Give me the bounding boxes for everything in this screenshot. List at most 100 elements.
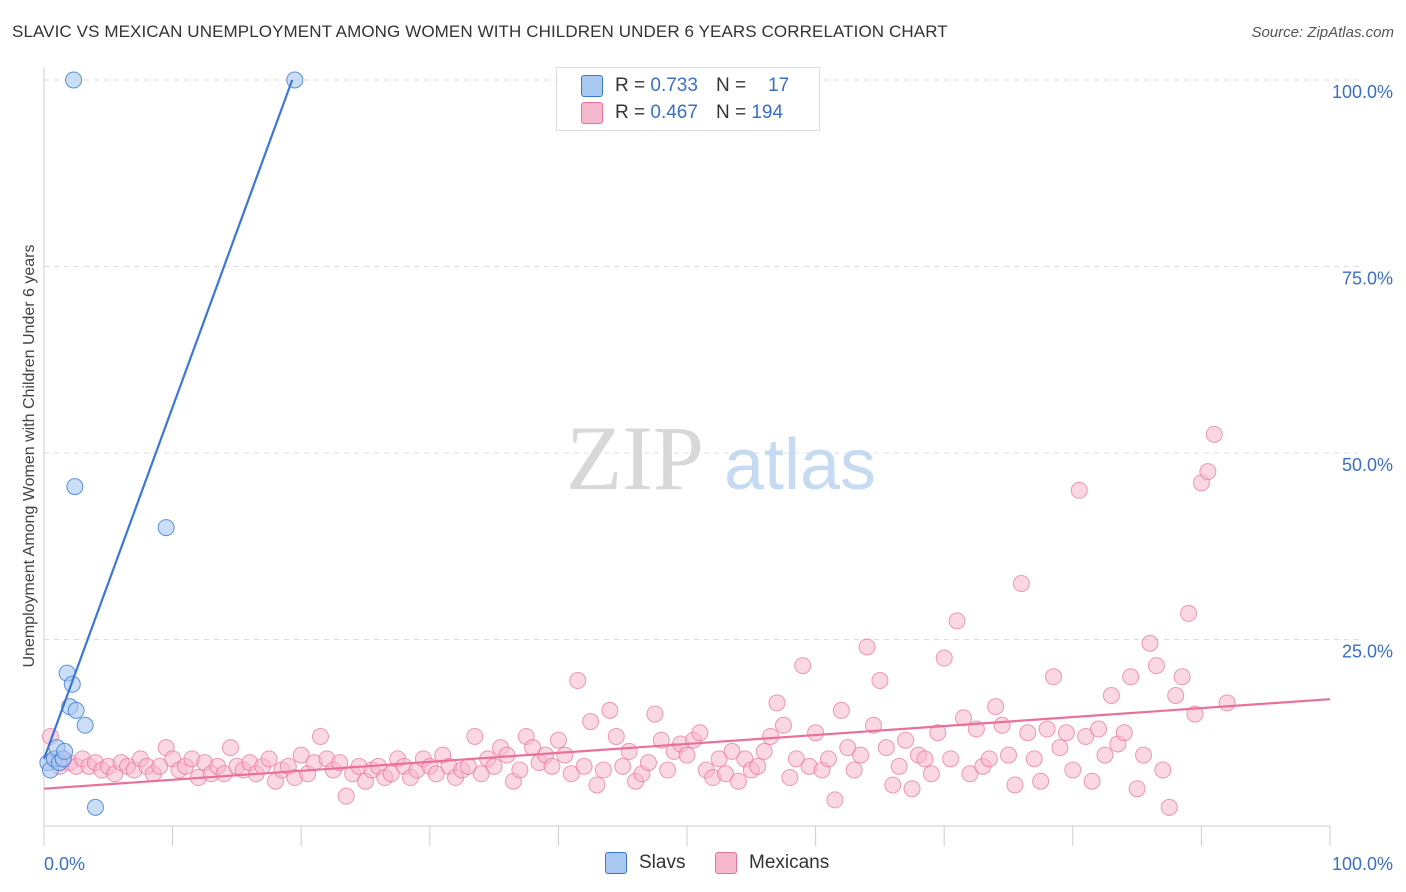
legend-r-value: 0.467 xyxy=(650,102,698,123)
data-point-slavs xyxy=(76,716,94,734)
data-point-mexicans xyxy=(755,742,773,760)
x-tick-label: 100.0% xyxy=(1332,854,1393,874)
data-point-mexicans xyxy=(292,746,310,764)
stats-legend: R = 0.733 N = 17 R = 0.467 N = 194 xyxy=(556,67,820,131)
legend-row-mexicans: R = 0.467 N = 194 xyxy=(581,100,783,126)
data-point-mexicans xyxy=(215,765,233,783)
series-slavs xyxy=(39,71,304,816)
data-point-mexicans xyxy=(903,780,921,798)
data-point-mexicans xyxy=(961,765,979,783)
data-point-mexicans xyxy=(890,757,908,775)
data-point-mexicans xyxy=(1051,739,1069,757)
data-point-mexicans xyxy=(916,750,934,768)
data-point-mexicans xyxy=(543,757,561,775)
data-point-mexicans xyxy=(1064,761,1082,779)
chart-title: SLAVIC VS MEXICAN UNEMPLOYMENT AMONG WOM… xyxy=(12,22,948,41)
data-point-mexicans xyxy=(607,727,625,745)
grid-lines xyxy=(44,79,1360,640)
trend-lines xyxy=(42,79,1331,790)
data-point-mexicans xyxy=(1135,746,1153,764)
data-point-mexicans xyxy=(646,705,664,723)
bottom-legend-mexicans[interactable]: Mexicans xyxy=(715,852,829,874)
data-point-mexicans xyxy=(852,746,870,764)
data-point-mexicans xyxy=(781,769,799,787)
bottom-legend-label: Mexicans xyxy=(749,852,830,873)
data-point-mexicans xyxy=(1154,761,1172,779)
data-point-mexicans xyxy=(659,761,677,779)
data-point-slavs xyxy=(67,701,85,719)
x-tick-label: 0.0% xyxy=(44,854,85,874)
data-point-mexicans xyxy=(594,761,612,779)
data-point-mexicans xyxy=(549,731,567,749)
data-point-mexicans xyxy=(1141,634,1159,652)
data-point-mexicans xyxy=(569,672,587,690)
data-point-mexicans xyxy=(993,716,1011,734)
data-point-mexicans xyxy=(1199,463,1217,481)
bottom-legend: Slavs Mexicans xyxy=(0,852,1406,878)
data-point-mexicans xyxy=(1173,668,1191,686)
data-point-mexicans xyxy=(819,750,837,768)
data-point-mexicans xyxy=(864,716,882,734)
data-point-mexicans xyxy=(472,765,490,783)
data-point-mexicans xyxy=(260,750,278,768)
data-point-mexicans xyxy=(1025,750,1043,768)
data-point-mexicans xyxy=(337,787,355,805)
legend-n-label: N = xyxy=(715,102,747,123)
data-point-mexicans xyxy=(466,727,484,745)
y-tick-label: 25.0% xyxy=(1342,642,1393,662)
legend-r-label: R = xyxy=(615,75,646,96)
data-point-mexicans xyxy=(1045,668,1063,686)
data-point-mexicans xyxy=(1102,686,1120,704)
data-point-slavs xyxy=(65,71,83,89)
data-point-mexicans xyxy=(749,757,767,775)
data-point-mexicans xyxy=(1115,724,1133,742)
data-point-mexicans xyxy=(935,649,953,667)
data-point-mexicans xyxy=(221,739,239,757)
data-point-mexicans xyxy=(1205,425,1223,443)
data-point-mexicans xyxy=(845,761,863,779)
data-point-mexicans xyxy=(1012,575,1030,593)
data-point-mexicans xyxy=(427,765,445,783)
data-point-mexicans xyxy=(980,750,998,768)
data-point-mexicans xyxy=(601,701,619,719)
data-point-mexicans xyxy=(839,739,857,757)
data-point-mexicans xyxy=(1032,772,1050,790)
slavs-swatch xyxy=(581,75,603,97)
slavs-swatch xyxy=(605,852,627,874)
data-point-mexicans xyxy=(922,765,940,783)
data-point-mexicans xyxy=(807,724,825,742)
data-point-mexicans xyxy=(762,727,780,745)
data-point-mexicans xyxy=(929,724,947,742)
data-point-mexicans xyxy=(710,750,728,768)
data-point-mexicans xyxy=(588,776,606,794)
data-point-mexicans xyxy=(1006,776,1024,794)
mexicans-swatch xyxy=(581,102,603,124)
data-point-mexicans xyxy=(691,724,709,742)
bottom-legend-slavs[interactable]: Slavs xyxy=(605,852,685,874)
data-point-mexicans xyxy=(948,612,966,630)
bottom-legend-label: Slavs xyxy=(639,852,686,873)
data-point-mexicans xyxy=(1000,746,1017,764)
legend-n-label: N = xyxy=(715,75,747,96)
data-point-mexicans xyxy=(768,694,786,712)
data-point-mexicans xyxy=(1160,798,1178,816)
data-point-mexicans xyxy=(1096,746,1114,764)
data-point-mexicans xyxy=(678,746,696,764)
data-point-mexicans xyxy=(897,731,915,749)
data-point-mexicans xyxy=(1019,724,1037,742)
legend-r-label: R = xyxy=(615,102,646,123)
data-point-slavs xyxy=(157,519,175,537)
data-point-mexicans xyxy=(794,657,812,675)
data-point-mexicans xyxy=(639,754,657,772)
data-point-mexicans xyxy=(723,742,741,760)
data-point-mexicans xyxy=(1218,694,1236,712)
tick-labels: 25.0% 50.0% 75.0% 100.0% 0.0% 100.0% xyxy=(44,82,1393,874)
data-point-mexicans xyxy=(331,754,349,772)
data-point-mexicans xyxy=(942,750,960,768)
data-point-mexicans xyxy=(620,742,638,760)
data-point-slavs xyxy=(56,742,74,760)
data-point-mexicans xyxy=(511,761,529,779)
data-point-mexicans xyxy=(151,757,169,775)
data-point-mexicans xyxy=(1122,668,1140,686)
